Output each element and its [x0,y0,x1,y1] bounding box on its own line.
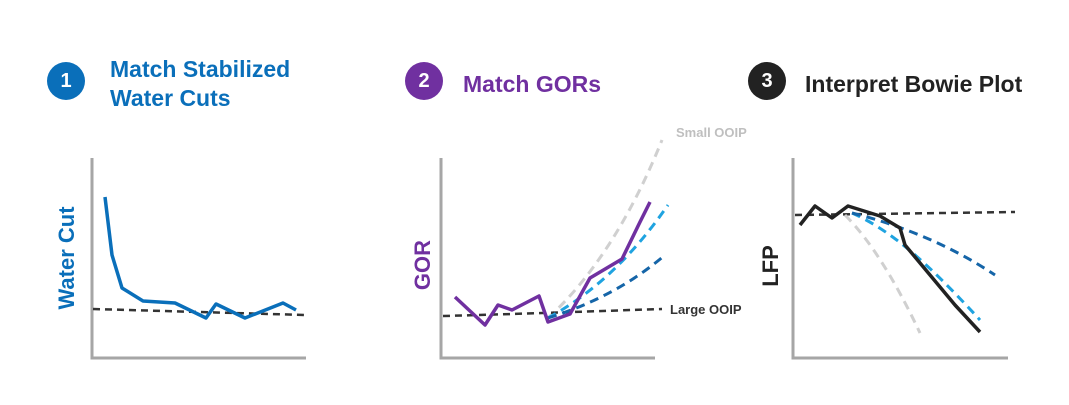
gor-large-ooip-label: Large OOIP [670,302,742,317]
lfp-curve [798,204,982,334]
step-1-title: Match Stabilized Water Cuts [110,55,290,113]
panel-water-cut: Water Cut [54,158,306,360]
step-1-title-line2: Water Cuts [110,85,231,111]
lfp-axis-label: LFP [758,245,783,287]
panel-gor: GOR Small OOIP Large OOIP [410,125,747,360]
gor-large-ooip-dashed [442,307,663,318]
panel-lfp: LFP [758,158,1016,360]
step-1-title-line1: Match Stabilized [110,56,291,82]
step-3-badge: 3 [748,62,786,100]
step-2-badge: 2 [405,62,443,100]
gor-curve [453,201,652,327]
lfp-mid-blue-dashed [851,211,996,277]
water-cut-axes [90,158,306,360]
step-2-title: Match GORs [463,71,602,97]
lfp-axes [791,158,1008,360]
gor-small-ooip-label: Small OOIP [676,125,747,140]
gor-mid-blue-dashed [547,253,666,320]
lfp-light-blue-dashed [851,211,982,322]
gor-axis-label: GOR [410,240,435,290]
gor-small-ooip-dashed [546,139,664,320]
water-cut-curve [103,196,297,320]
lfp-horizontal-dashed [794,210,1016,217]
water-cut-axis-label: Water Cut [54,206,79,310]
step-1-badge: 1 [47,62,85,100]
gor-axes [439,158,655,360]
lfp-gray-dashed [843,213,922,334]
step-3-title: Interpret Bowie Plot [805,71,1023,97]
gor-light-blue-dashed [547,204,670,320]
